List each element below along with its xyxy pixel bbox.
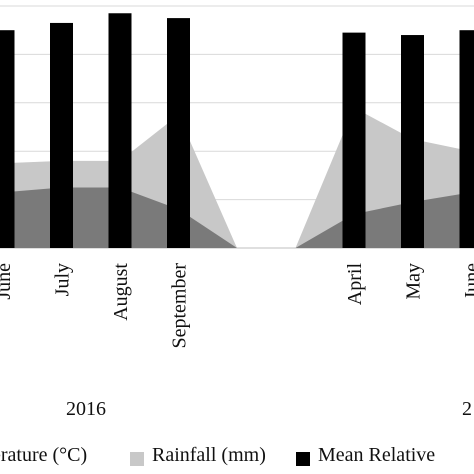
year-label-2017: 2: [462, 398, 472, 420]
legend: erature (°C) Rainfall (mm) Mean Relative: [0, 444, 474, 474]
legend-swatch-mean-relative: [296, 452, 310, 466]
bar: [459, 30, 474, 249]
bar: [108, 13, 132, 249]
category-label: June: [0, 263, 15, 300]
category-label: April: [344, 263, 366, 306]
category-label: August: [110, 263, 132, 321]
category-label: September: [169, 263, 191, 349]
bar: [50, 22, 73, 248]
year-label-2016: 2016: [66, 398, 106, 420]
bar: [342, 32, 366, 249]
bar-series: [0, 13, 474, 249]
category-label: June: [461, 263, 474, 300]
legend-label-rainfall: Rainfall (mm): [152, 444, 266, 466]
category-label: July: [52, 263, 74, 296]
area-series: [3, 107, 471, 248]
bar: [167, 18, 190, 248]
category-labels: June July August September April May June: [0, 263, 474, 349]
bar: [401, 35, 424, 248]
legend-label-temperature: erature (°C): [0, 444, 88, 466]
legend-swatch-rainfall: [130, 452, 144, 466]
legend-label-mean-relative: Mean Relative: [318, 444, 436, 466]
category-label: May: [403, 263, 425, 300]
bar: [0, 30, 15, 249]
